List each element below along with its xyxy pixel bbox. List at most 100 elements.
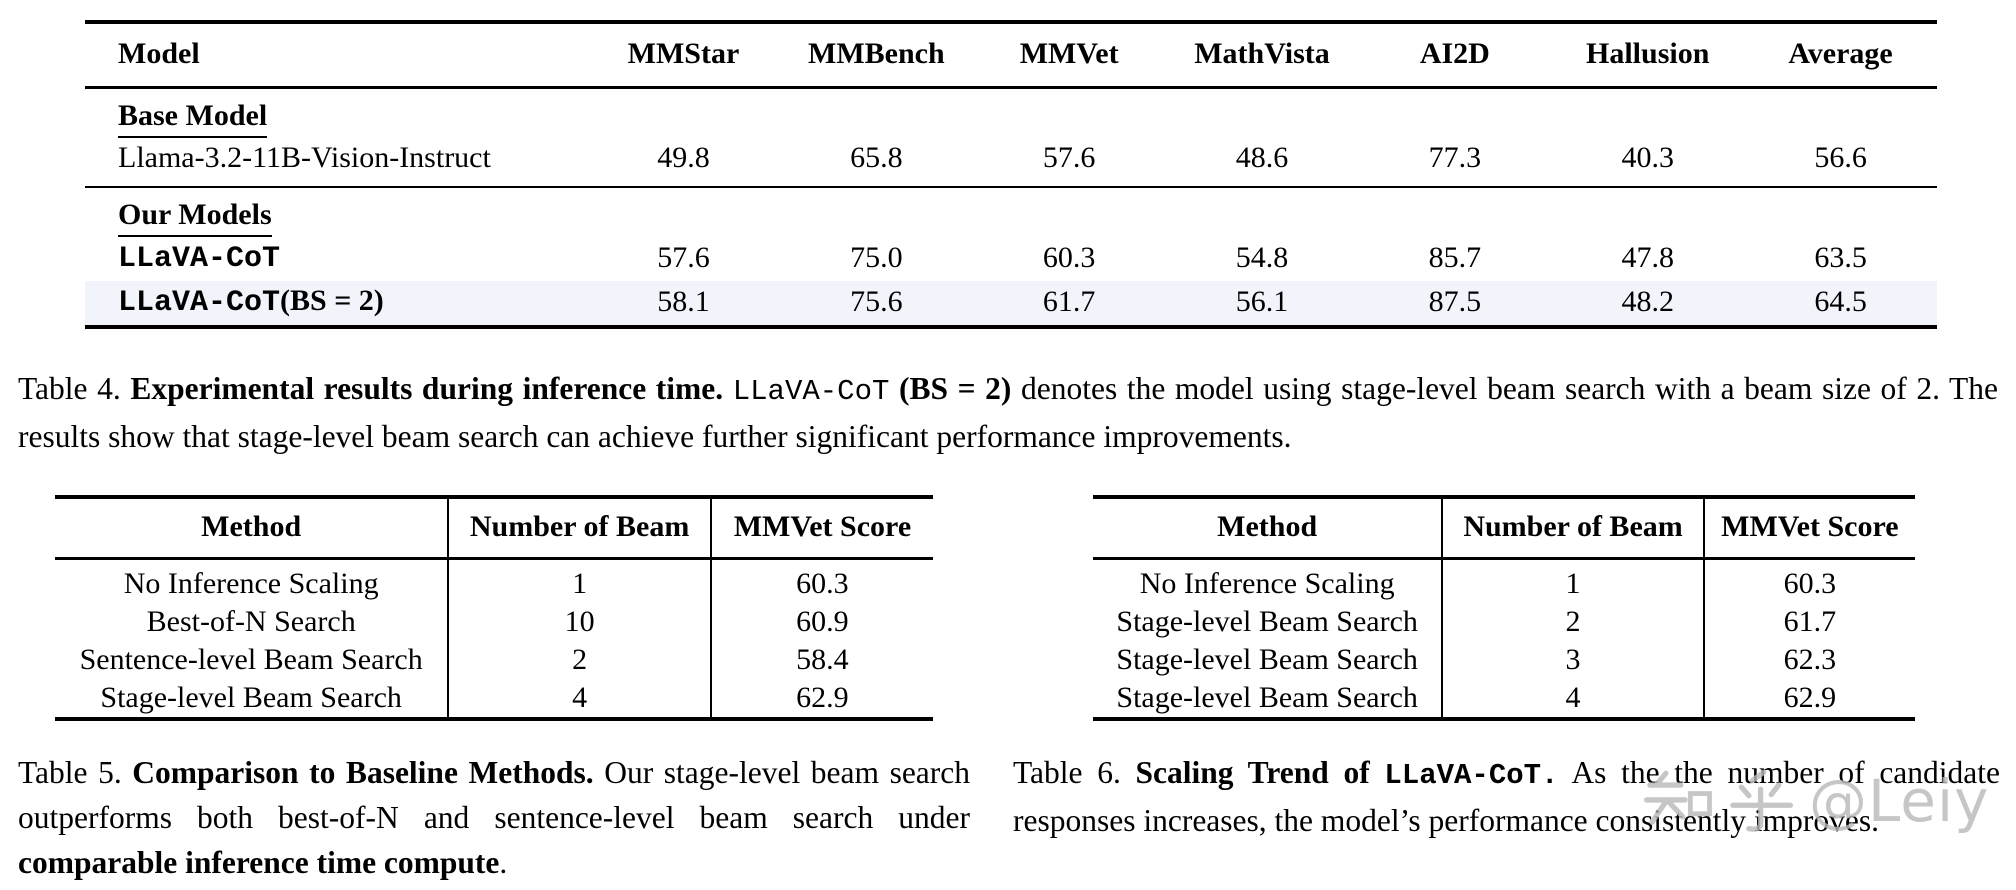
table6-header-row: Method Number of Beam MMVet Score bbox=[1093, 497, 1915, 560]
benchmark-results-table: Model MMStar MMBench MMVet MathVista AI2… bbox=[85, 20, 1937, 329]
table5-col-score: MMVet Score bbox=[710, 497, 933, 560]
table-row: Stage-level Beam Search 3 62.3 bbox=[1093, 641, 1915, 679]
score-cell: 54.8 bbox=[1235, 241, 1289, 274]
table4-group-our-models: Our Models bbox=[85, 187, 1937, 237]
caption-bold-phrase: comparable inference time compute bbox=[18, 845, 500, 880]
score-cell: 62.9 bbox=[796, 681, 849, 714]
score-cell: 65.8 bbox=[850, 141, 903, 174]
beams-cell: 1 bbox=[447, 558, 712, 603]
beams-cell: 10 bbox=[447, 603, 712, 641]
table4-col-mathvista: MathVista bbox=[1165, 22, 1359, 89]
table4-caption: Table 4. Experimental results during inf… bbox=[18, 366, 1998, 459]
table-row: No Inference Scaling 1 60.3 bbox=[1093, 558, 1915, 603]
table6-col-beams: Number of Beam bbox=[1441, 497, 1705, 560]
method-cell: Sentence-level Beam Search bbox=[79, 643, 423, 676]
table6-caption: Table 6. Scaling Trend of LLaVA-CoT. As … bbox=[1013, 750, 2000, 843]
model-name-inline: LLaVA-CoT bbox=[732, 375, 890, 408]
caption-bold-title: Experimental results during inference ti… bbox=[130, 371, 724, 406]
table4-col-mmvet: MMVet bbox=[972, 22, 1166, 89]
score-cell: 60.3 bbox=[1783, 567, 1837, 600]
table4-col-model: Model bbox=[85, 22, 588, 89]
caption-bold-title: Scaling Trend of bbox=[1135, 755, 1370, 790]
table-row: LLaVA-CoT 57.6 75.0 60.3 54.8 85.7 47.8 … bbox=[85, 237, 1937, 281]
caption-bold-title: Comparison to Baseline Methods. bbox=[132, 755, 594, 790]
beams-cell: 4 bbox=[1441, 679, 1705, 719]
table6-col-score: MMVet Score bbox=[1703, 497, 1915, 560]
table4-col-mmbench: MMBench bbox=[779, 22, 973, 89]
score-cell: 57.6 bbox=[657, 241, 710, 274]
table-row: Sentence-level Beam Search 2 58.4 bbox=[55, 641, 933, 679]
score-cell: 58.4 bbox=[796, 643, 849, 676]
beams-cell: 3 bbox=[1441, 641, 1705, 679]
score-cell: 56.6 bbox=[1814, 141, 1867, 174]
method-cell: Stage-level Beam Search bbox=[100, 681, 402, 714]
score-cell: 60.9 bbox=[796, 605, 849, 638]
table-row: Llama-3.2-11B-Vision-Instruct 49.8 65.8 … bbox=[85, 138, 1937, 187]
table-row: Stage-level Beam Search 2 61.7 bbox=[1093, 603, 1915, 641]
score-cell: 61.7 bbox=[972, 281, 1166, 327]
caption-period: . bbox=[499, 845, 508, 880]
beams-cell: 4 bbox=[447, 679, 712, 719]
score-cell: 75.6 bbox=[779, 281, 973, 327]
model-name-cell: LLaVA-CoT(BS = 2) bbox=[85, 281, 588, 327]
method-cell: No Inference Scaling bbox=[123, 567, 379, 600]
method-cell: Stage-level Beam Search bbox=[1116, 605, 1418, 638]
score-cell: 60.3 bbox=[1042, 241, 1096, 274]
score-cell: 62.9 bbox=[1783, 681, 1837, 714]
beams-cell: 1 bbox=[1441, 558, 1705, 603]
method-cell: Stage-level Beam Search bbox=[1116, 681, 1418, 714]
caption-label: Table 5. bbox=[18, 755, 122, 790]
caption-label: Table 6. bbox=[1013, 755, 1121, 790]
score-cell: 77.3 bbox=[1428, 141, 1482, 174]
table5-header-row: Method Number of Beam MMVet Score bbox=[55, 497, 933, 560]
caption-body-text: Our stage-level beam search outperforms … bbox=[18, 755, 971, 835]
scaling-trend-table: Method Number of Beam MMVet Score No Inf… bbox=[1093, 495, 1915, 721]
baseline-comparison-table: Method Number of Beam MMVet Score No Inf… bbox=[55, 495, 933, 721]
table5-caption: Table 5. Comparison to Baseline Methods.… bbox=[18, 750, 970, 885]
score-cell: 85.7 bbox=[1428, 241, 1482, 274]
score-cell: 49.8 bbox=[657, 141, 710, 174]
score-cell: 56.1 bbox=[1165, 281, 1359, 327]
table-row: No Inference Scaling 1 60.3 bbox=[55, 558, 933, 603]
group-label-base-model: Base Model bbox=[118, 98, 268, 138]
table4-col-mmstar: MMStar bbox=[587, 22, 780, 89]
table5-col-method: Method bbox=[55, 497, 449, 560]
table-row-highlighted: LLaVA-CoT(BS = 2) 58.1 75.6 61.7 56.1 87… bbox=[85, 281, 1937, 327]
table-row: Stage-level Beam Search 4 62.9 bbox=[1093, 679, 1915, 719]
score-cell: 60.3 bbox=[796, 567, 849, 600]
caption-bs-note: (BS = 2) bbox=[899, 371, 1012, 406]
score-cell: 40.3 bbox=[1621, 141, 1674, 174]
table-row: Stage-level Beam Search 4 62.9 bbox=[55, 679, 933, 719]
score-cell: 63.5 bbox=[1814, 241, 1867, 274]
score-cell: 75.0 bbox=[850, 241, 903, 274]
table4-col-ai2d: AI2D bbox=[1358, 22, 1552, 89]
table5-col-beams: Number of Beam bbox=[447, 497, 712, 560]
beams-cell: 2 bbox=[1441, 603, 1705, 641]
model-name-inline: LLaVA-CoT. bbox=[1384, 759, 1559, 792]
table4-group-base-model: Base Model bbox=[85, 88, 1937, 138]
table4-header-row: Model MMStar MMBench MMVet MathVista AI2… bbox=[85, 22, 1937, 89]
table-row: Best-of-N Search 10 60.9 bbox=[55, 603, 933, 641]
beams-cell: 2 bbox=[447, 641, 712, 679]
method-cell: Best-of-N Search bbox=[146, 605, 356, 638]
table4-col-hallusion: Hallusion bbox=[1551, 22, 1745, 89]
model-name-cell: Llama-3.2-11B-Vision-Instruct bbox=[118, 141, 491, 174]
caption-body-text: As the the number of candidate responses… bbox=[1013, 755, 2001, 838]
score-cell: 57.6 bbox=[1042, 141, 1096, 174]
model-name-cell: LLaVA-CoT bbox=[118, 242, 281, 276]
table4-col-average: Average bbox=[1744, 22, 1937, 89]
caption-label: Table 4. bbox=[18, 371, 121, 406]
table6-col-method: Method bbox=[1093, 497, 1443, 560]
score-cell: 48.6 bbox=[1235, 141, 1289, 174]
score-cell: 58.1 bbox=[587, 281, 780, 327]
group-label-our-models: Our Models bbox=[118, 197, 272, 237]
caption-body-text: denotes the model using stage-level beam… bbox=[18, 371, 1999, 454]
score-cell: 87.5 bbox=[1358, 281, 1552, 327]
score-cell: 62.3 bbox=[1783, 643, 1837, 676]
score-cell: 64.5 bbox=[1744, 281, 1937, 327]
method-cell: Stage-level Beam Search bbox=[1116, 643, 1418, 676]
score-cell: 61.7 bbox=[1783, 605, 1837, 638]
score-cell: 47.8 bbox=[1621, 241, 1674, 274]
score-cell: 48.2 bbox=[1551, 281, 1745, 327]
method-cell: No Inference Scaling bbox=[1139, 567, 1395, 600]
